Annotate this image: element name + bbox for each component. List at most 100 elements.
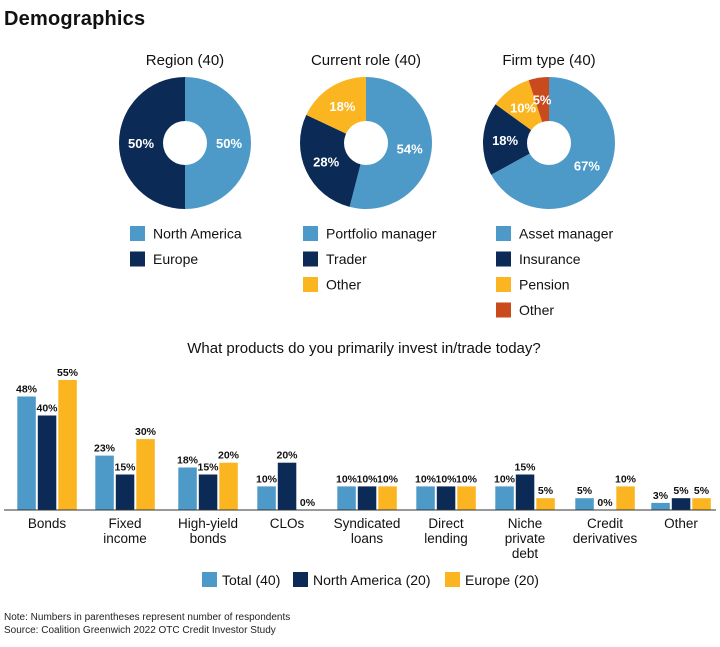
pie-slice-label: 54% (397, 142, 423, 157)
legend-swatch (496, 277, 511, 292)
bar (219, 462, 238, 510)
x-tick-label: debt (512, 546, 539, 561)
bar-value-label: 15% (514, 462, 536, 474)
x-tick-label: loans (351, 531, 384, 546)
bar (616, 486, 635, 510)
legend-label: North America (20) (313, 572, 430, 588)
legend-swatch (293, 572, 308, 587)
bar-value-label: 0% (300, 497, 316, 509)
bar (357, 486, 377, 510)
x-tick-label: private (505, 531, 546, 546)
legend-swatch (445, 572, 460, 587)
legend-label: Asset manager (519, 226, 613, 242)
bar-value-label: 40% (36, 403, 58, 415)
pie-title: Current role (40) (311, 52, 421, 69)
bar-value-label: 23% (94, 443, 116, 455)
bar-value-label: 48% (16, 384, 38, 396)
bar (651, 502, 670, 510)
x-tick-label: Fixed (108, 516, 141, 531)
bar-value-label: 5% (673, 485, 689, 497)
donut-hole (527, 121, 571, 165)
source-note: Source: Coalition Greenwich 2022 OTC Cre… (4, 625, 276, 636)
bar (58, 380, 77, 510)
legend-swatch (130, 251, 145, 267)
bar (495, 486, 514, 510)
bar-value-label: 18% (177, 455, 199, 467)
x-tick-label: Other (664, 516, 698, 531)
bar (575, 498, 594, 510)
pie-slice-label: 10% (510, 100, 536, 115)
bar-value-label: 5% (538, 485, 554, 497)
legend-swatch (303, 226, 318, 241)
pie-slice (185, 77, 251, 209)
bar (378, 486, 397, 510)
pie-slice-label: 28% (313, 155, 339, 170)
legend-label: Total (40) (222, 572, 280, 588)
donut-hole (344, 121, 388, 165)
x-tick-label: High-yield (178, 516, 238, 531)
x-tick-label: Niche (508, 516, 543, 531)
pie-title: Region (40) (146, 52, 224, 69)
bar (457, 486, 476, 510)
bar-value-label: 10% (456, 473, 478, 485)
bar-value-label: 10% (356, 473, 378, 485)
bar-value-label: 20% (276, 450, 298, 462)
bar (37, 415, 57, 510)
legend-swatch (496, 226, 511, 241)
bar-value-label: 30% (135, 426, 157, 438)
x-tick-label: bonds (190, 531, 227, 546)
legend-swatch (202, 572, 217, 587)
bar-value-label: 20% (218, 450, 240, 462)
legend-label: Europe (153, 251, 198, 267)
legend-label: Trader (326, 251, 367, 267)
bar (536, 498, 555, 510)
bar (515, 474, 535, 510)
bar-value-label: 10% (615, 473, 637, 485)
bar (115, 474, 135, 510)
bar (277, 462, 297, 510)
legend-label: Other (326, 277, 361, 293)
pie-title: Firm type (40) (502, 52, 595, 69)
bar-value-label: 10% (435, 473, 457, 485)
pie-slice-label: 18% (329, 99, 355, 114)
pie-slice (482, 104, 549, 175)
legend-label: Portfolio manager (326, 226, 437, 242)
pie-slice-label: 50% (216, 136, 242, 151)
pie-slice (306, 77, 366, 143)
pie-slice-label: 5% (533, 93, 552, 108)
bar-value-label: 55% (57, 367, 79, 379)
x-tick-label: Direct (428, 516, 464, 531)
bar-value-label: 10% (377, 473, 399, 485)
bar-value-label: 15% (114, 462, 136, 474)
x-tick-label: Credit (587, 516, 623, 531)
x-tick-label: CLOs (270, 516, 305, 531)
x-tick-label: derivatives (573, 531, 638, 546)
bar (436, 486, 456, 510)
bar-value-label: 5% (694, 485, 710, 497)
bar (257, 486, 276, 510)
donut-hole (163, 121, 207, 165)
pie-slice-label: 50% (128, 136, 154, 151)
bar-value-label: 3% (653, 490, 669, 502)
bar-chart-title: What products do you primarily invest in… (187, 340, 541, 357)
pie-slice (119, 77, 185, 209)
legend-swatch (496, 302, 511, 318)
legend-label: Pension (519, 277, 570, 293)
bar-value-label: 5% (577, 485, 593, 497)
x-tick-label: Syndicated (334, 516, 401, 531)
bar (337, 486, 356, 510)
x-tick-label: Bonds (28, 516, 67, 531)
pie-slice-label: 18% (492, 133, 518, 148)
x-tick-label: income (103, 531, 147, 546)
bar-value-label: 15% (197, 462, 219, 474)
bar-value-label: 10% (256, 473, 278, 485)
bar-value-label: 10% (415, 473, 437, 485)
bar-value-label: 10% (336, 473, 358, 485)
bar (178, 467, 197, 510)
bar (136, 439, 155, 510)
page-title: Demographics (4, 8, 146, 30)
bar (95, 455, 114, 510)
legend-label: Insurance (519, 251, 581, 267)
legend-label: Europe (20) (465, 572, 539, 588)
